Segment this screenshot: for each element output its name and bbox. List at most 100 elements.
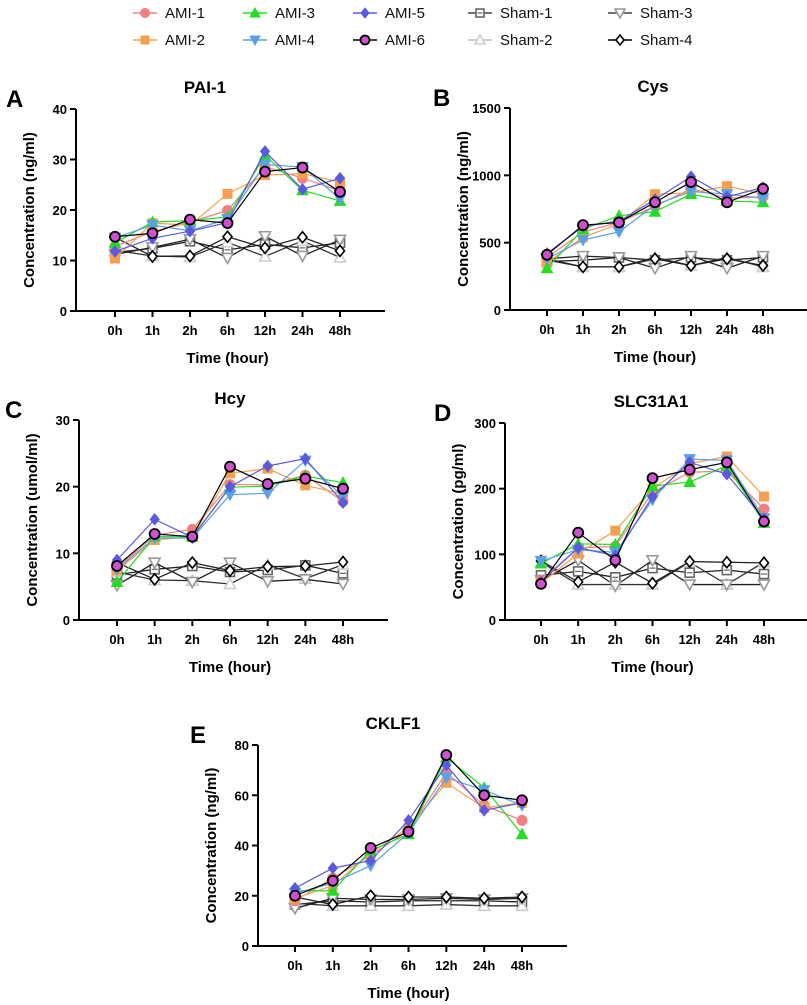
x-tick-label: 0h	[539, 322, 554, 337]
data-point-sham-4	[721, 252, 733, 266]
legend-item-sham-3: Sham-3	[608, 5, 693, 22]
y-tick-label: 10	[53, 254, 67, 269]
data-point-sham-4	[577, 260, 589, 274]
data-point-ami-4	[258, 159, 272, 172]
legend-item-ami-6: AMI-6	[353, 32, 425, 49]
panel-letter: E	[190, 722, 206, 749]
x-tick-label: 12h	[435, 958, 457, 973]
data-point-ami-6	[683, 463, 696, 476]
y-tick-label: 30	[56, 413, 70, 428]
x-tick-label: 0h	[533, 632, 548, 647]
data-point-sham-4	[259, 241, 271, 255]
legend-marker-sham-2	[473, 33, 487, 45]
y-tick-label: 30	[53, 153, 67, 168]
data-point-sham-4	[149, 572, 161, 587]
data-point-sham-3	[612, 252, 626, 265]
data-point-ami-4	[439, 772, 453, 785]
y-tick-label: 20	[53, 203, 67, 218]
y-tick-label: 20	[235, 889, 249, 904]
legend-item-sham-4: Sham-4	[608, 32, 693, 49]
data-point-sham-3	[258, 230, 272, 244]
data-point-sham-4	[402, 890, 415, 904]
data-point-ami-6	[649, 196, 661, 209]
data-point-ami-5	[297, 183, 308, 196]
data-point-ami-5	[573, 541, 584, 555]
data-point-sham-3	[576, 250, 590, 264]
data-point-ami-6	[535, 577, 547, 590]
data-point-ami-6	[757, 182, 769, 195]
data-point-ami-6	[326, 874, 339, 887]
data-point-ami-5	[327, 861, 338, 875]
data-point-ami-6	[572, 526, 585, 539]
data-point-sham-4	[685, 258, 697, 273]
x-tick-label: 48h	[329, 323, 351, 338]
data-point-sham-3	[295, 250, 310, 264]
panel-c: C Hcy 0 10 20 30 0h 1h 2h 6h 12h 24h 48h Time (hour) C…	[5, 389, 388, 676]
data-point-ami-6	[289, 889, 301, 902]
data-point-ami-2	[759, 491, 769, 502]
legend-label: AMI-6	[385, 32, 425, 49]
x-tick-label: 1h	[575, 322, 590, 337]
series-ami-4	[534, 454, 771, 568]
data-point-ami-3	[515, 827, 529, 840]
panel-b: B Cys 0 500 1000 1500 0h 1h 2h 6h 12h 24h 48h Time (h…	[433, 77, 807, 366]
y-tick-label: 0	[489, 613, 496, 628]
legend-marker-ami-2	[140, 35, 150, 45]
panel-letter: A	[6, 86, 23, 113]
y-tick-label: 0	[60, 304, 67, 319]
x-tick-label: 1h	[571, 632, 586, 647]
x-tick-label: 6h	[647, 322, 662, 337]
data-point-ami-6	[296, 161, 309, 174]
data-point-sham-4	[646, 576, 659, 590]
x-tick-label: 0h	[109, 632, 124, 647]
x-tick-label: 6h	[222, 632, 237, 647]
panel-e: E CKLF1 0 20 40 60 80 0h 1h 2h 6h 12h 24h 48h Time (ho…	[190, 714, 567, 1002]
data-point-ami-3	[110, 575, 124, 587]
x-tick-label: 0h	[287, 958, 302, 973]
y-tick-label: 0	[494, 303, 501, 318]
x-tick-label: 12h	[680, 322, 702, 337]
data-point-ami-5	[109, 245, 121, 258]
data-point-sham-4	[146, 249, 159, 264]
y-axis-label: Concentration (umol/ml)	[24, 433, 41, 606]
data-point-ami-4	[146, 220, 159, 232]
data-point-ami-6	[146, 227, 159, 240]
data-point-sham-4	[478, 891, 490, 906]
legend-item-ami-2: AMI-2	[133, 32, 205, 49]
y-tick-label: 10	[56, 546, 70, 561]
series-ami-6	[541, 176, 769, 261]
data-point-ami-5	[337, 496, 349, 509]
series-sham-3	[110, 557, 350, 593]
data-point-sham-4	[224, 563, 236, 578]
series-ami-6	[109, 161, 346, 243]
y-tick-label: 60	[235, 788, 249, 803]
y-tick-label: 0	[242, 939, 249, 954]
legend-marker-ami-4	[249, 35, 261, 47]
legend-label: Sham-3	[640, 5, 693, 22]
x-axis-label: Time (hour)	[186, 350, 268, 367]
panel-letter: B	[433, 85, 450, 112]
data-point-ami-3	[540, 261, 554, 274]
data-point-sham-2	[223, 576, 237, 590]
data-point-ami-6	[541, 248, 553, 261]
x-tick-label: 1h	[145, 323, 160, 338]
data-point-ami-4	[576, 234, 590, 247]
x-tick-label: 2h	[363, 958, 378, 973]
data-point-ami-6	[259, 165, 271, 178]
data-point-ami-6	[721, 196, 733, 209]
data-point-ami-6	[720, 456, 733, 469]
data-point-ami-6	[109, 230, 121, 243]
legend-item-sham-1: Sham-1	[468, 5, 553, 22]
x-tick-label: 2h	[182, 323, 197, 338]
data-point-ami-5	[441, 758, 452, 772]
x-tick-label: 12h	[256, 632, 278, 647]
x-axis-label: Time (hour)	[611, 659, 693, 676]
data-point-ami-5	[647, 490, 658, 503]
panel-a: A PAI-1 0 10 20 30 40 0h 1h 2h 6h 12h 24h 48h Time (ho…	[6, 78, 385, 367]
x-tick-label: 6h	[220, 323, 235, 338]
data-point-ami-6	[334, 185, 346, 198]
data-point-ami-6	[184, 213, 196, 226]
y-axis-label: Concentration (ng/ml)	[21, 132, 38, 288]
legend-label: AMI-5	[385, 5, 425, 22]
y-tick-label: 80	[235, 738, 249, 753]
